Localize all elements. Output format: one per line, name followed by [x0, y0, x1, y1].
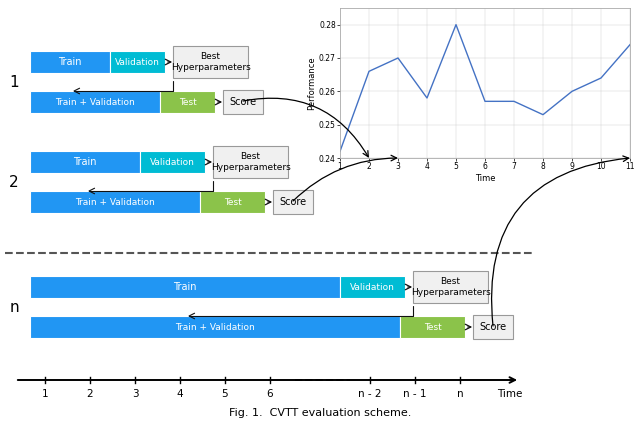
FancyBboxPatch shape: [213, 146, 288, 178]
Text: Validation: Validation: [350, 282, 395, 291]
Text: Best
Hyperparameters: Best Hyperparameters: [211, 152, 291, 172]
Bar: [160, 91, 215, 113]
Text: n: n: [9, 300, 19, 315]
FancyBboxPatch shape: [173, 46, 248, 78]
Text: Train + Validation: Train + Validation: [75, 197, 155, 206]
Text: Train: Train: [173, 282, 196, 292]
Text: 3: 3: [132, 389, 138, 399]
Bar: [140, 151, 205, 173]
Text: Train + Validation: Train + Validation: [175, 323, 255, 332]
Text: Best
Hyperparameters: Best Hyperparameters: [411, 277, 490, 297]
Text: Train + Validation: Train + Validation: [55, 98, 135, 107]
Bar: [30, 151, 140, 173]
Text: Train: Train: [58, 57, 82, 67]
Bar: [200, 191, 265, 213]
Text: n: n: [457, 389, 463, 399]
Text: 2: 2: [9, 175, 19, 190]
Text: Fig. 1.  CVTT evaluation scheme.: Fig. 1. CVTT evaluation scheme.: [229, 408, 411, 418]
Text: 2: 2: [86, 389, 93, 399]
Bar: [340, 276, 405, 298]
FancyBboxPatch shape: [273, 190, 313, 214]
Y-axis label: Performance: Performance: [307, 56, 316, 110]
Text: Score: Score: [280, 197, 307, 207]
Text: 6: 6: [267, 389, 273, 399]
Text: Test: Test: [223, 197, 241, 206]
FancyBboxPatch shape: [473, 315, 513, 339]
Text: n - 2: n - 2: [358, 389, 381, 399]
Text: n - 1: n - 1: [403, 389, 427, 399]
Bar: [30, 276, 340, 298]
Text: Best
Hyperparameters: Best Hyperparameters: [171, 52, 250, 72]
Text: Score: Score: [229, 97, 257, 107]
Text: 4: 4: [177, 389, 183, 399]
Bar: [110, 51, 165, 73]
Bar: [30, 91, 160, 113]
FancyBboxPatch shape: [413, 271, 488, 303]
Text: Validation: Validation: [115, 57, 160, 66]
Text: 1: 1: [9, 74, 19, 89]
Text: Validation: Validation: [150, 158, 195, 166]
Text: 5: 5: [221, 389, 228, 399]
Text: Test: Test: [424, 323, 442, 332]
Text: 1: 1: [42, 389, 48, 399]
Text: Test: Test: [179, 98, 196, 107]
Bar: [30, 191, 200, 213]
FancyBboxPatch shape: [223, 90, 263, 114]
Text: Time: Time: [497, 389, 523, 399]
Text: Train: Train: [73, 157, 97, 167]
X-axis label: Time: Time: [475, 174, 495, 183]
Bar: [400, 316, 465, 338]
Bar: [30, 51, 110, 73]
Bar: [30, 316, 400, 338]
Text: Score: Score: [479, 322, 507, 332]
